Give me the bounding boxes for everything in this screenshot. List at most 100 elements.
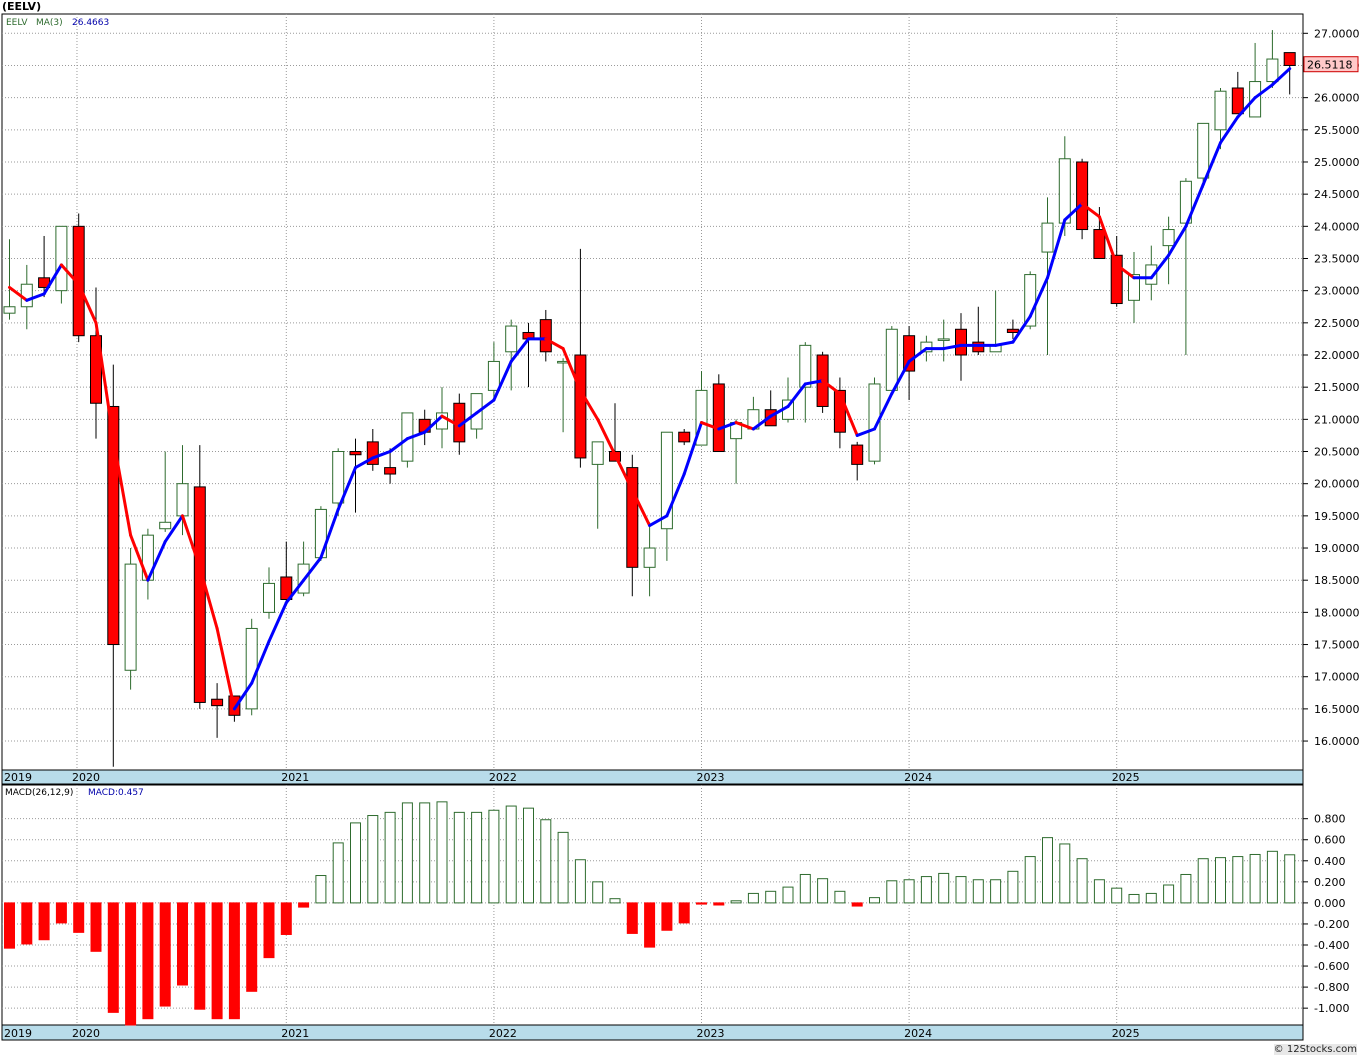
macd-bar <box>730 900 742 904</box>
candle-body <box>55 225 68 292</box>
ma-line-segment <box>1028 276 1049 318</box>
y-tick-label: 0.200 <box>1314 876 1346 889</box>
ma-line-segment <box>111 437 133 537</box>
candle-body <box>193 486 206 703</box>
ma-line-segment <box>1219 115 1240 145</box>
macd-bar <box>713 902 725 906</box>
ma-line-segment <box>751 414 773 431</box>
x-tick-label: 2022 <box>489 1027 517 1040</box>
candle-body <box>1024 274 1037 327</box>
last-price-tag <box>1303 56 1359 73</box>
ma-line-segment <box>232 681 254 711</box>
y-tick-label: 21.0000 <box>1314 413 1360 426</box>
macd-bar <box>1145 892 1157 904</box>
candle-body <box>245 627 258 710</box>
y-tick-label: -0.200 <box>1314 918 1349 931</box>
y-tick-label: -0.400 <box>1314 939 1349 952</box>
ma-line-segment <box>544 337 565 351</box>
macd-bar <box>972 879 984 904</box>
ma-line-segment <box>769 404 790 418</box>
x-tick-label: 2020 <box>72 771 100 784</box>
candle-body <box>885 328 898 391</box>
y-tick-label: 23.5000 <box>1314 252 1360 265</box>
ma-line-segment <box>578 388 600 421</box>
x-tick-label: 2022 <box>489 771 517 784</box>
x-tick-label: 2019 <box>4 1027 32 1040</box>
candle-body <box>159 521 172 530</box>
candle-body <box>1283 52 1296 66</box>
candle-body <box>1076 161 1089 231</box>
macd-bar <box>4 902 15 949</box>
macd-bar <box>38 902 50 941</box>
ma-line-segment <box>1167 224 1188 257</box>
macd-bar <box>886 880 898 904</box>
ma-line-segment <box>734 421 755 431</box>
macd-bar <box>350 822 361 904</box>
macd-bar <box>73 902 85 933</box>
macd-bar <box>315 875 327 904</box>
ma-line-segment <box>215 626 236 711</box>
ma-line-segment <box>509 337 530 363</box>
ma-line-segment <box>440 414 461 428</box>
ma-line-segment <box>163 514 184 544</box>
candle-body <box>1266 58 1279 83</box>
ma-line-segment <box>786 382 807 408</box>
macd-bar <box>644 902 656 948</box>
y-tick-label: 0.400 <box>1314 855 1346 868</box>
macd-bar <box>280 902 292 935</box>
macd-bar <box>990 879 1002 904</box>
candle-body <box>851 444 864 465</box>
candle-body <box>366 441 379 465</box>
y-tick-label: 16.5000 <box>1314 703 1360 716</box>
price-panel: 27.000026.500026.000025.500025.000024.50… <box>1 13 1360 785</box>
macd-bar <box>799 873 811 904</box>
x-tick-label: 2024 <box>904 1027 932 1040</box>
ma-line-segment <box>1097 215 1119 267</box>
macd-bar <box>1215 857 1226 904</box>
candle-body <box>955 328 967 356</box>
ma-line-segment <box>838 392 859 437</box>
ma-line-segment <box>198 565 219 630</box>
macd-bar <box>920 876 932 904</box>
ma-line-segment <box>665 472 686 518</box>
ma-line-segment <box>613 453 634 492</box>
ma-line-segment <box>77 282 98 325</box>
y-tick-label: 22.0000 <box>1314 349 1360 362</box>
candle-body <box>124 563 137 671</box>
ma-line-segment <box>250 639 271 685</box>
candle-body <box>626 467 639 568</box>
ma-line-segment <box>994 340 1015 347</box>
macd-bar <box>384 811 396 904</box>
macd-bar <box>436 801 448 904</box>
candle-body <box>833 389 846 433</box>
macd-bar <box>1024 856 1036 904</box>
x-tick-label: 2025 <box>1112 771 1140 784</box>
macd-bar <box>1197 858 1209 904</box>
candle-body <box>1110 254 1123 305</box>
macd-bar <box>1232 856 1244 904</box>
y-tick-label: 22.5000 <box>1314 317 1360 330</box>
ma-line-segment <box>388 437 409 454</box>
ma-line-segment <box>423 414 444 434</box>
ma-line-segment <box>267 601 288 643</box>
y-tick-label: 25.0000 <box>1314 156 1360 169</box>
macd-bar <box>21 902 33 945</box>
legend-ma-label: MA(3) <box>36 18 63 28</box>
x-tick-label: 2020 <box>72 1027 100 1040</box>
macd-bar <box>903 879 915 904</box>
macd-bar <box>1266 850 1278 904</box>
y-tick-label: 19.0000 <box>1314 542 1360 555</box>
candle-body <box>1058 158 1071 224</box>
y-tick-label: 20.0000 <box>1314 478 1360 491</box>
ma-line-segment <box>405 430 427 441</box>
ma-line-segment <box>700 421 721 431</box>
macd-bar <box>1007 870 1019 904</box>
y-tick-label: 24.5000 <box>1314 188 1360 201</box>
candle-body <box>903 335 916 372</box>
macd-bar <box>574 859 586 904</box>
candle-body <box>1214 90 1227 131</box>
macd-bar <box>263 902 275 959</box>
ma-line-segment <box>284 578 306 605</box>
ma-line-segment <box>492 359 513 402</box>
